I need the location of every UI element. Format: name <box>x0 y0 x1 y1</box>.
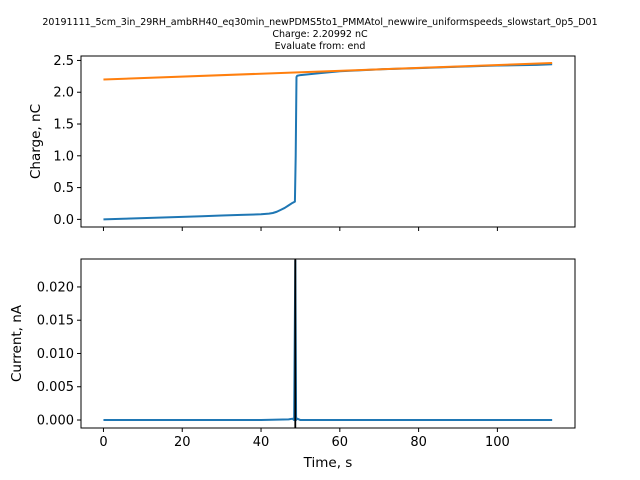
title-line-1: 20191111_5cm_3in_29RH_ambRH40_eq30min_ne… <box>42 17 597 28</box>
x-tick-label: 20 <box>174 435 191 450</box>
x-tick-label: 100 <box>485 435 510 450</box>
figure-title: 20191111_5cm_3in_29RH_ambRH40_eq30min_ne… <box>42 17 597 52</box>
axes-frame <box>80 55 576 228</box>
y-tick-label: 1.5 <box>53 118 74 133</box>
charge-axes: 0.0 0.5 1.0 1.5 2.0 2.5 Charge, nC <box>28 54 576 231</box>
x-tick-label: 60 <box>332 435 349 450</box>
current-axes: 0 20 40 60 80 100 0.000 0.005 0.010 0.015 0.020 Cur… <box>9 258 576 471</box>
series-group <box>103 61 553 221</box>
series-line-2 <box>103 61 553 81</box>
title-line-2: Charge: 2.20992 nC <box>272 29 368 40</box>
x-axis-label: Time, s <box>303 455 353 471</box>
y-tick-label: 0.020 <box>37 280 74 295</box>
y-axis-label: Current, nA <box>9 304 25 382</box>
y-tick-label: 2.0 <box>53 86 74 101</box>
axes-frame <box>80 258 576 429</box>
y-axis-label: Charge, nC <box>28 104 44 179</box>
y-tick-label: 0.015 <box>37 314 74 329</box>
y-tick-label: 2.5 <box>53 54 74 69</box>
y-tick-label: 0.0 <box>53 213 74 228</box>
y-tick-label: 0.000 <box>37 414 74 429</box>
y-tick-label: 0.005 <box>37 380 74 395</box>
series-line-1 <box>103 259 553 422</box>
title-line-3: Evaluate from: end <box>275 41 366 52</box>
series-group <box>103 259 553 428</box>
y-tick-label: 0.010 <box>37 347 74 362</box>
x-tick-label: 40 <box>253 435 270 450</box>
series-line-1 <box>103 63 553 221</box>
y-tick-label: 0.5 <box>53 181 74 196</box>
y-tick-label: 1.0 <box>53 149 74 164</box>
x-tick-label: 80 <box>410 435 427 450</box>
x-tick-label: 0 <box>99 435 107 450</box>
